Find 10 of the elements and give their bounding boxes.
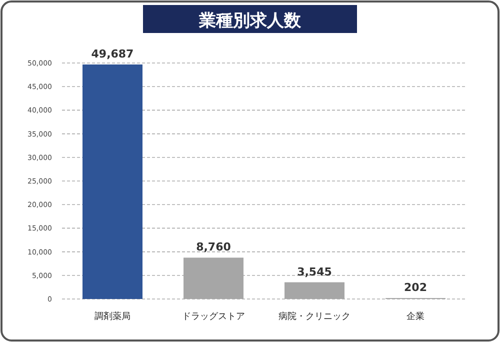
x-tick-label: 調剤薬局	[94, 311, 130, 322]
chart-title: 業種別求人数	[198, 11, 302, 31]
x-tick-label: 病院・クリニック	[278, 311, 350, 322]
data-label: 3,545	[297, 265, 332, 278]
bar	[82, 64, 142, 299]
data-label: 202	[404, 281, 427, 294]
data-label: 8,760	[196, 240, 232, 254]
data-label: 49,687	[91, 47, 134, 60]
x-tick-label: ドラッグストア	[182, 311, 245, 322]
x-tick-label: 企業	[406, 311, 424, 322]
